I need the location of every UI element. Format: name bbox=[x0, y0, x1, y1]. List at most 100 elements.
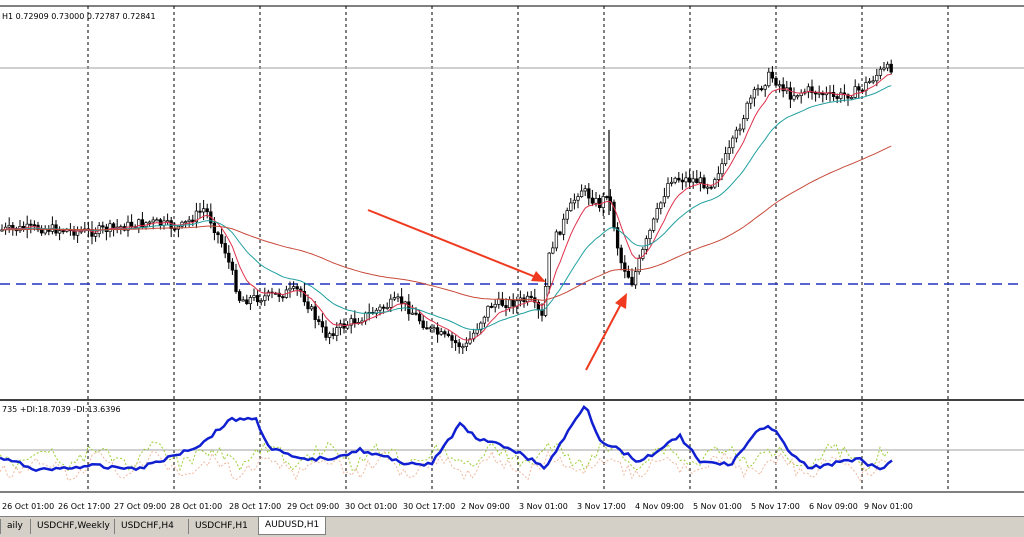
ema-mid-line bbox=[1, 85, 892, 331]
candle-body bbox=[695, 178, 699, 184]
candle-body bbox=[205, 208, 209, 213]
candle-body bbox=[882, 67, 886, 70]
candle-body bbox=[738, 128, 742, 131]
candle-body bbox=[659, 202, 663, 209]
candle-body bbox=[248, 297, 253, 305]
candle-body bbox=[378, 306, 382, 311]
candle-body bbox=[288, 287, 292, 291]
candle-body bbox=[230, 261, 235, 271]
candle-body bbox=[277, 292, 281, 297]
time-axis-label: 30 Oct 17:00 bbox=[403, 502, 455, 511]
candle-body bbox=[572, 199, 577, 204]
candle-body bbox=[709, 186, 713, 189]
candle-body bbox=[169, 220, 173, 229]
time-axis-label: 29 Oct 09:00 bbox=[287, 502, 339, 511]
candle-body bbox=[594, 198, 598, 204]
candle-body bbox=[875, 74, 879, 82]
candle-body bbox=[716, 173, 721, 180]
candle-body bbox=[507, 299, 512, 309]
candle-body bbox=[554, 231, 559, 249]
candle-body bbox=[385, 307, 389, 309]
candle-body bbox=[392, 297, 397, 300]
candle-body bbox=[702, 177, 706, 189]
candle-body bbox=[691, 178, 695, 183]
candle-body bbox=[605, 196, 609, 199]
candle-body bbox=[569, 202, 573, 211]
candle-body bbox=[806, 86, 811, 93]
chart-tab-usdchf-h4[interactable]: USDCHF,H4 bbox=[114, 519, 180, 534]
candle-body bbox=[482, 316, 487, 324]
candle-body bbox=[885, 63, 890, 69]
adx-line bbox=[0, 404, 893, 473]
candle-body bbox=[252, 295, 256, 298]
minus-di-line bbox=[0, 450, 889, 482]
candle-body bbox=[878, 68, 883, 76]
candle-body bbox=[338, 323, 343, 328]
time-axis-label: 28 Oct 17:00 bbox=[229, 502, 281, 511]
main-info-text: H1 0.72909 0.73000 0.72787 0.72841 bbox=[2, 12, 156, 21]
candle-body bbox=[266, 291, 271, 297]
candle-body bbox=[417, 313, 422, 322]
candle-body bbox=[309, 306, 314, 310]
candle-body bbox=[587, 188, 591, 199]
candle-body bbox=[781, 84, 785, 92]
chart-tab-aily[interactable]: aily bbox=[0, 519, 29, 534]
candle-body bbox=[734, 129, 739, 139]
candle-body bbox=[767, 71, 771, 87]
ema-slow-line bbox=[1, 145, 892, 301]
candle-body bbox=[194, 210, 199, 223]
candle-body bbox=[777, 84, 782, 87]
candle-body bbox=[173, 228, 177, 231]
chart-tab-usdchf-weekly[interactable]: USDCHF,Weekly bbox=[30, 519, 116, 534]
candle-body bbox=[698, 177, 703, 184]
candle-body bbox=[623, 262, 627, 272]
candle-body bbox=[464, 342, 469, 347]
candle-body bbox=[525, 295, 530, 303]
candle-body bbox=[500, 298, 505, 306]
time-axis-label: 27 Oct 09:00 bbox=[114, 502, 166, 511]
annotations bbox=[367, 209, 627, 371]
candle-body bbox=[745, 102, 749, 119]
candle-body bbox=[245, 299, 249, 305]
candle-body bbox=[583, 188, 587, 192]
candle-body bbox=[651, 218, 656, 231]
candle-body bbox=[731, 137, 735, 149]
candle-body bbox=[471, 332, 476, 340]
time-axis-label: 26 Oct 01:00 bbox=[2, 502, 54, 511]
time-axis-label: 5 Nov 01:00 bbox=[693, 502, 742, 511]
time-axis-label: 4 Nov 09:00 bbox=[635, 502, 684, 511]
candle-body bbox=[216, 232, 220, 236]
candle-body bbox=[137, 219, 141, 229]
candle-body bbox=[756, 88, 760, 91]
candle-body bbox=[187, 219, 191, 222]
candle-body bbox=[7, 224, 11, 228]
time-axis-label: 30 Oct 01:00 bbox=[345, 502, 397, 511]
time-axis-label: 26 Oct 17:00 bbox=[58, 502, 110, 511]
candle-body bbox=[331, 333, 335, 336]
candle-body bbox=[101, 225, 105, 228]
candle-body bbox=[633, 271, 638, 286]
candle-body bbox=[561, 218, 566, 235]
candle-body bbox=[457, 342, 461, 348]
candle-body bbox=[0, 229, 4, 232]
candle-body bbox=[860, 89, 865, 92]
candle-body bbox=[662, 196, 667, 204]
candlesticks bbox=[0, 59, 893, 354]
candle-body bbox=[759, 88, 764, 91]
arrow-2-line bbox=[585, 301, 623, 371]
chart-tab-audusd-h1[interactable]: AUDUSD,H1 bbox=[258, 517, 327, 535]
candle-body bbox=[198, 210, 202, 213]
candle-body bbox=[867, 80, 872, 83]
candle-body bbox=[597, 198, 602, 208]
time-axis-label: 2 Nov 09:00 bbox=[461, 502, 510, 511]
candle-body bbox=[237, 291, 242, 301]
candle-body bbox=[313, 306, 317, 320]
chart-tab-usdchf-h1[interactable]: USDCHF,H1 bbox=[188, 519, 254, 534]
candle-body bbox=[669, 181, 674, 184]
candle-body bbox=[353, 318, 357, 324]
candle-body bbox=[335, 327, 339, 336]
candle-body bbox=[810, 86, 814, 94]
candle-body bbox=[432, 327, 436, 330]
candle-body bbox=[327, 333, 332, 338]
